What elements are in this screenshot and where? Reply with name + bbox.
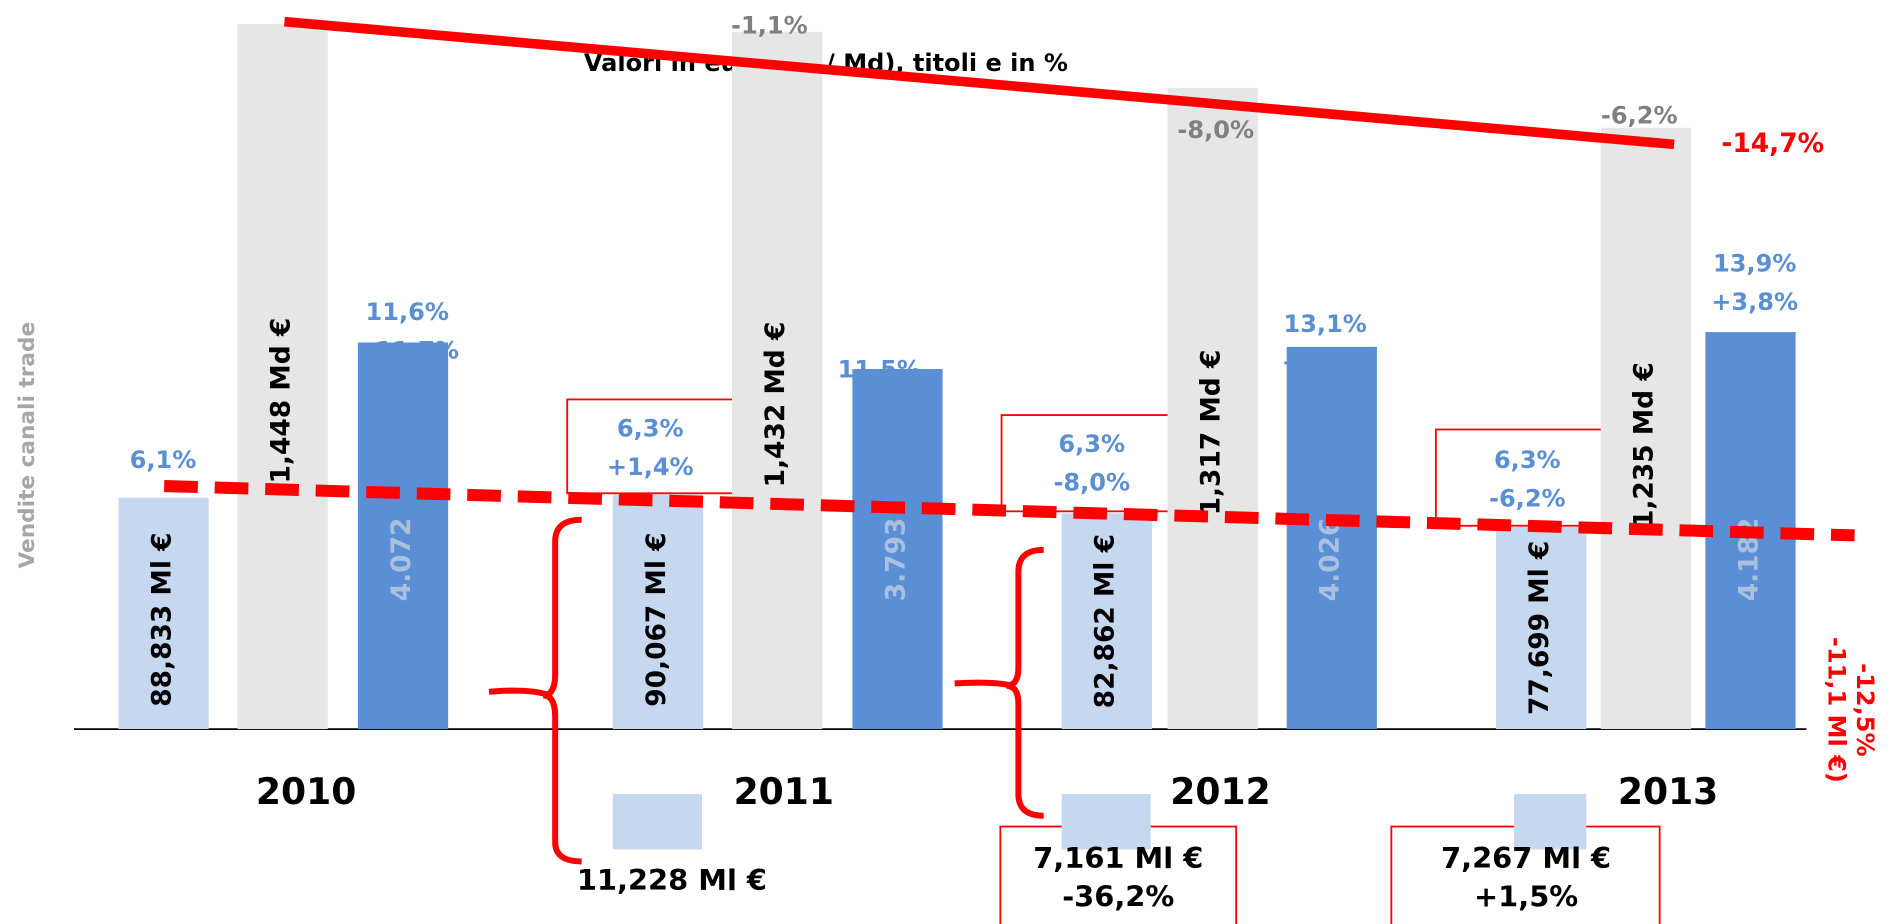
bar (1600, 127, 1691, 730)
bar-value-label: 3.793 (880, 518, 911, 602)
bar-top-label: 6,3% (1058, 430, 1125, 458)
bar (357, 342, 449, 730)
bar-value-label: 4.026 (1315, 518, 1346, 602)
bar (612, 494, 704, 730)
bar-top-label: +6,1% (1282, 348, 1369, 376)
x-tick-label: 2012 (1170, 771, 1270, 813)
bar-value-label: 82,862 Ml € (1090, 534, 1121, 708)
bar-top-label: -8,0% (1177, 116, 1254, 144)
bar-top-label: +1,4% (607, 453, 694, 481)
brace (954, 546, 1044, 819)
bar-value-label: 90,067 Ml € (641, 532, 672, 706)
bar-top-label: -6,2% (1601, 102, 1678, 130)
bar-top-label: 6,3% (617, 415, 684, 443)
bar-value-label: 1,448 Md € (266, 318, 297, 484)
bar-top-label: 6,1% (130, 446, 197, 474)
x-tick-label: 2010 (256, 771, 356, 813)
trend-sub-line: -11,1 Ml €) (1822, 637, 1850, 783)
bar-value-label: 1,235 Md € (1629, 362, 1660, 528)
bar-value-label: 1,432 Md € (760, 322, 791, 488)
swatches (612, 794, 1587, 850)
bar-value-label: 88,833 Ml € (146, 532, 177, 706)
bar-value-label: 77,699 Ml € (1524, 541, 1555, 715)
bar-top-label: 13,1% (1283, 310, 1366, 338)
swatch (1514, 794, 1587, 850)
bar (1496, 526, 1587, 730)
bar (732, 31, 823, 730)
difference-label: +1,5% (1474, 880, 1578, 914)
trend-total-label: -14,7% (1721, 128, 1824, 159)
x-tick-label: 2011 (734, 771, 834, 813)
difference-label: -36,2% (1062, 880, 1174, 914)
bar-top-label: 13,9% (1713, 250, 1796, 278)
bar-value-label: 1,317 Md € (1196, 350, 1227, 516)
bar-top-label: +3,8% (1711, 288, 1798, 316)
bar-value-label: 4.072 (386, 518, 417, 602)
difference-label: 7,161 Ml € (1033, 841, 1203, 875)
y-axis-label: Vendite canali trade (15, 322, 40, 569)
bar-top-label: 11,5% - (838, 356, 940, 384)
trend-sub-label: -12,5%-11,1 Ml €) (1822, 637, 1879, 783)
bar-top-label: +11,7% (355, 336, 459, 364)
swatch (1061, 794, 1151, 850)
trend-sub-line: -12,5% (1851, 663, 1879, 756)
bar (852, 368, 943, 730)
bar-top-label: -6,2% (1489, 484, 1566, 512)
bar-top-label: -8,0% (1053, 469, 1130, 497)
x-tick-label: 2013 (1618, 771, 1718, 813)
bar-top-label: -1,1% (731, 11, 808, 39)
swatch (612, 794, 702, 850)
bar-top-label: 6,9% (855, 394, 922, 422)
trend-line (284, 16, 1675, 150)
bar (1286, 346, 1377, 730)
braces (488, 516, 1044, 865)
bar-top-label: 11,6% (365, 298, 448, 326)
bar (118, 497, 209, 730)
bar (1167, 87, 1258, 730)
brace (488, 516, 582, 865)
trend-line-dashed (163, 480, 1855, 542)
bar (237, 24, 328, 730)
difference-label: 11,228 Ml € (577, 863, 767, 897)
bar-top-label: 6,3% (1494, 446, 1561, 474)
bar (1061, 513, 1152, 730)
difference-label: 7,267 Ml € (1441, 841, 1611, 875)
